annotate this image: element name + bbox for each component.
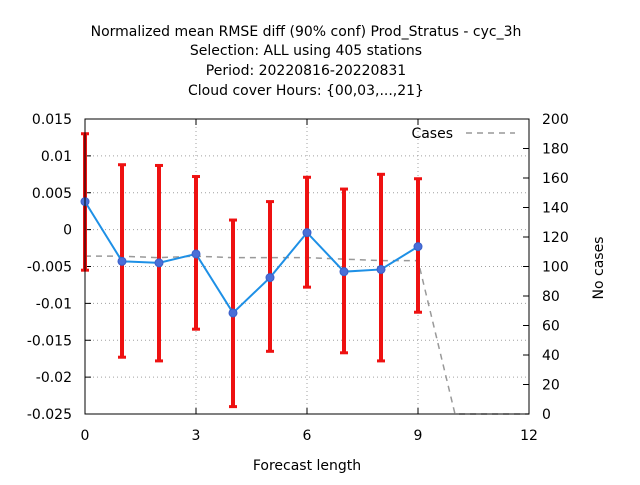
y2-tick-label: 100 <box>542 260 569 276</box>
y-tick-label: 0.01 <box>41 149 72 165</box>
y-tick-label: -0.015 <box>27 333 72 349</box>
y-tick-label: 0 <box>63 223 72 239</box>
legend: Cases <box>411 126 515 142</box>
y2-tick-label: 180 <box>542 142 569 158</box>
mean-point <box>302 228 312 238</box>
mean-point <box>376 264 386 274</box>
x-tick-label: 12 <box>520 428 538 444</box>
y2-tick-label: 120 <box>542 230 569 246</box>
y2-tick-label: 200 <box>542 112 569 128</box>
x-tick-label: 6 <box>303 428 312 444</box>
y2-tick-label: 40 <box>542 348 560 364</box>
mean-line <box>84 201 419 315</box>
y2-tick-label: 0 <box>542 407 551 423</box>
mean-point <box>154 258 164 268</box>
axis-ticks: 0 3 6 9 12 0.015 0.01 0.005 0 -0.005 -0.01 -0.015 -0… <box>27 112 569 444</box>
y2-tick-label: 160 <box>542 171 569 187</box>
y-tick-label: -0.02 <box>36 370 72 386</box>
y-tick-label: -0.005 <box>27 260 72 276</box>
mean-series <box>80 197 423 318</box>
legend-label-cases: Cases <box>411 126 453 142</box>
y2-tick-label: 80 <box>542 289 560 305</box>
plot-frame <box>84 118 530 415</box>
y-tick-label: 0.015 <box>32 112 72 128</box>
mean-point <box>117 256 127 266</box>
title-line-3: Period: 20220816-20220831 <box>206 63 406 79</box>
y-tick-label: -0.01 <box>36 296 72 312</box>
mean-point <box>339 267 349 277</box>
title-line-2: Selection: ALL using 405 stations <box>190 43 422 59</box>
x-tick-label: 3 <box>192 428 201 444</box>
y2-axis-label: No cases <box>591 237 607 300</box>
mean-point <box>191 249 201 259</box>
y2-tick-label: 20 <box>542 378 560 394</box>
y2-tick-label: 140 <box>542 201 569 217</box>
x-tick-label: 9 <box>414 428 423 444</box>
y-tick-label: -0.025 <box>27 407 72 423</box>
mean-point <box>228 308 238 318</box>
mean-point <box>413 242 423 252</box>
x-tick-label: 0 <box>81 428 90 444</box>
x-axis-label: Forecast length <box>253 458 361 474</box>
title-line-1: Normalized mean RMSE diff (90% conf) Pro… <box>91 24 522 40</box>
title-line-4: Cloud cover Hours: {00,03,...,21} <box>188 83 424 99</box>
mean-point <box>265 273 275 283</box>
y2-tick-label: 60 <box>542 319 560 335</box>
y-tick-label: 0.005 <box>32 186 72 202</box>
chart-title: Normalized mean RMSE diff (90% conf) Pro… <box>91 24 522 99</box>
